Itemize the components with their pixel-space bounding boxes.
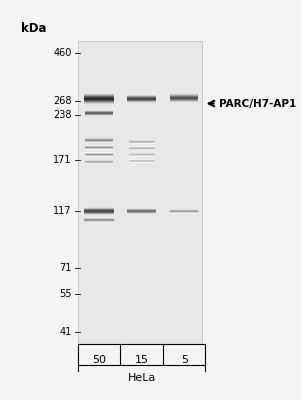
Bar [84, 104, 114, 105]
Text: 5: 5 [181, 356, 188, 366]
Bar [84, 103, 114, 104]
Text: 268: 268 [53, 96, 72, 106]
Text: 460: 460 [53, 48, 72, 58]
Text: PARC/H7-AP1: PARC/H7-AP1 [219, 98, 296, 108]
Text: 50: 50 [92, 356, 106, 366]
Text: 71: 71 [59, 263, 72, 273]
Text: kDa: kDa [21, 22, 47, 34]
Text: 15: 15 [135, 356, 149, 366]
Bar [84, 93, 114, 94]
Bar [84, 99, 114, 100]
Text: 117: 117 [53, 206, 72, 216]
Bar [84, 97, 114, 98]
Text: HeLa: HeLa [127, 373, 156, 383]
Bar [78, 40, 202, 344]
Bar [84, 95, 114, 96]
Text: 55: 55 [59, 289, 72, 299]
Bar [84, 101, 114, 102]
Bar [84, 94, 114, 95]
Text: 238: 238 [53, 110, 72, 120]
Bar [84, 100, 114, 101]
Bar [84, 98, 114, 99]
Text: 41: 41 [60, 327, 72, 337]
Text: 171: 171 [53, 155, 72, 165]
Bar [84, 102, 114, 103]
Bar [84, 96, 114, 97]
